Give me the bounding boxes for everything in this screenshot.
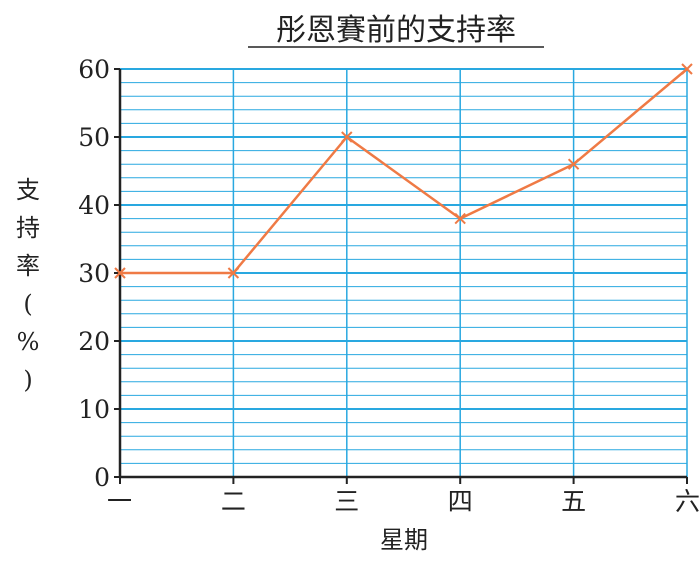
x-tick-label: 三	[334, 487, 359, 516]
y-axis-label-char: (	[23, 290, 32, 318]
y-axis-label-char: %	[17, 328, 40, 356]
y-axis-label-char: 率	[16, 252, 40, 280]
x-tick-label: 六	[675, 487, 700, 516]
y-tick-label: 60	[78, 55, 110, 84]
y-tick-label: 30	[78, 259, 110, 288]
axes	[114, 69, 687, 484]
chart-title: 彤恩賽前的支持率	[276, 13, 516, 48]
series-line	[120, 69, 687, 273]
tick-labels: 0102030405060一二三四五六	[78, 55, 700, 516]
y-axis-label: 支持率 (%)	[16, 176, 40, 394]
x-axis-label: 星期	[380, 526, 428, 554]
y-axis-label-char: 支	[16, 176, 40, 204]
x-tick-label: 二	[221, 487, 246, 516]
y-tick-label: 20	[78, 327, 110, 356]
y-axis-label-char: 持	[16, 214, 40, 242]
y-tick-label: 40	[78, 191, 110, 220]
y-tick-label: 10	[78, 395, 110, 424]
x-tick-label: 四	[448, 487, 473, 516]
x-tick-label: 一	[107, 487, 132, 516]
y-axis-label-char: )	[23, 366, 32, 394]
y-tick-label: 50	[78, 123, 110, 152]
x-tick-label: 五	[561, 487, 586, 516]
